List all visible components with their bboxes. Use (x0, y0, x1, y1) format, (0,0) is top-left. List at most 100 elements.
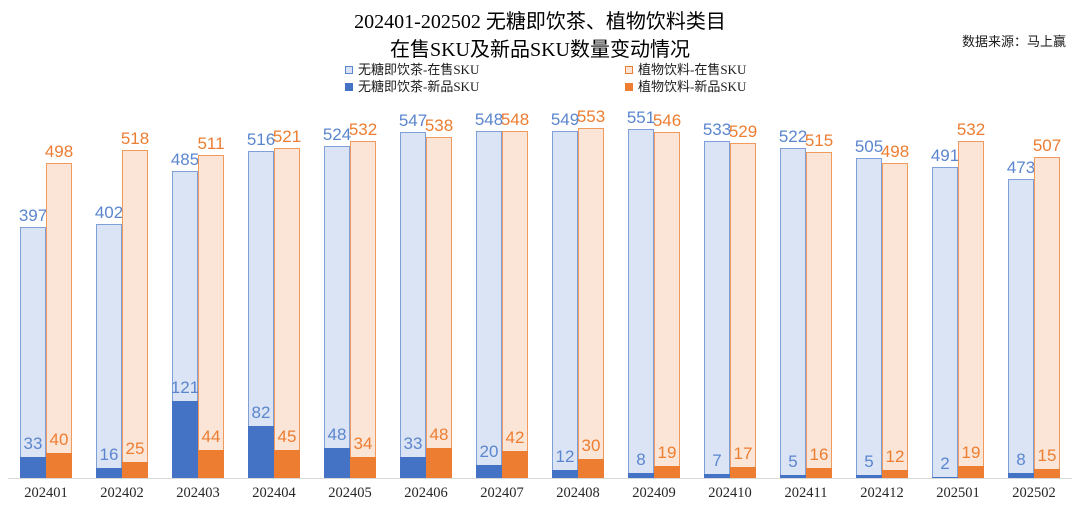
x-axis-label-202410: 202410 (708, 485, 752, 501)
new-value-label: 33 (23, 434, 43, 454)
onsale-value-label: 546 (652, 111, 682, 131)
plant-bar-202404: 521 45 (273, 127, 301, 478)
plant-bar-202502: 507 15 (1033, 136, 1061, 478)
plant-bar-202403: 511 44 (197, 134, 225, 478)
x-axis-label-202411: 202411 (784, 485, 828, 501)
new-value-label: 5 (864, 451, 874, 471)
new-value-label: 7 (712, 450, 722, 470)
onsale-value-label: 522 (778, 126, 808, 146)
plant-bar-202402: 518 25 (121, 129, 149, 478)
new-value-label: 19 (961, 443, 981, 462)
x-axis-label-202405: 202405 (328, 485, 372, 501)
new-value-label: 19 (657, 443, 677, 462)
plant-bar-202406: 538 48 (425, 116, 453, 478)
new-value-label: 20 (479, 442, 499, 462)
plant-bar-202411: 515 16 (805, 131, 833, 478)
tea-new-bar-202401 (20, 457, 46, 478)
plant-bar-202407: 548 42 (501, 110, 529, 478)
onsale-value-label: 518 (120, 129, 150, 149)
tea-bar-202401: 397 33 (19, 206, 47, 478)
onsale-value-label: 473 (1006, 157, 1036, 177)
bar-group-202501: 491 2 532 19 202501 (931, 120, 985, 501)
tea-new-bar-202409 (628, 472, 654, 478)
new-value-label: 8 (1016, 449, 1026, 469)
bar-group-202412: 505 5 498 12 202412 (854, 126, 909, 501)
tea-bar-202408: 549 12 (551, 110, 579, 478)
tea-bar-202402: 402 16 (95, 203, 123, 478)
onsale-value-label: 547 (398, 110, 428, 130)
x-axis-label-202402: 202402 (100, 485, 144, 501)
bar-group-202502: 473 8 507 15 202502 (1007, 126, 1061, 501)
x-axis-label-202502: 202502 (1012, 485, 1056, 501)
tea-new-bar-202410 (704, 473, 730, 478)
bar-group-202401: 397 33 498 40 202401 (19, 126, 73, 501)
tea-new-bar-202403 (172, 401, 198, 478)
tea-new-bar-202402 (96, 467, 122, 478)
onsale-value-label: 529 (728, 122, 758, 142)
x-axis-line (8, 478, 1072, 479)
tea-bar-202410: 533 7 (703, 120, 731, 478)
chart-title-line2: 在售SKU及新品SKU数量变动情况 (389, 39, 691, 61)
tea-bar-202407: 548 20 (475, 110, 503, 478)
plant-bar-202405: 532 34 (349, 120, 377, 478)
plant-new-bar-202501 (958, 466, 984, 478)
tea-new-bar-202502 (1008, 472, 1034, 478)
plant-bar-202412: 498 12 (881, 142, 909, 478)
plant-new-bar-202410 (730, 467, 756, 478)
tea-bar-202403: 485 121 (171, 150, 199, 478)
x-axis-label-202404: 202404 (252, 485, 296, 501)
plant-new-bar-202408 (578, 459, 604, 478)
new-value-label: 40 (49, 429, 69, 449)
new-value-label: 34 (353, 433, 373, 453)
onsale-value-label: 505 (854, 137, 884, 157)
onsale-value-label: 533 (702, 119, 732, 139)
bar-group-202403: 485 121 511 44 202403 (171, 126, 225, 502)
bar-group-202410: 533 7 529 17 202410 (703, 120, 757, 501)
plant-new-bar-202403 (198, 450, 224, 478)
tea-new-bar-202406 (400, 457, 426, 478)
tea-bar-202404: 516 82 (247, 130, 275, 478)
new-value-label: 44 (201, 427, 221, 447)
new-value-label: 16 (99, 444, 119, 464)
tea-bar-202406: 547 33 (399, 111, 427, 478)
onsale-value-label: 551 (626, 108, 656, 128)
tea-new-bar-202501 (932, 476, 958, 478)
legend-solid-square-icon (345, 82, 353, 91)
plant-new-bar-202409 (654, 466, 680, 478)
onsale-value-label: 553 (576, 107, 606, 126)
new-value-label: 8 (636, 449, 646, 469)
tea-new-bar-202412 (856, 474, 882, 478)
new-value-label: 12 (885, 447, 905, 467)
onsale-value-label: 548 (474, 110, 504, 130)
legend-item-onsale-0: 无糖即饮茶-在售SKU (345, 62, 625, 77)
onsale-value-label: 397 (18, 205, 48, 225)
new-value-label: 48 (327, 424, 347, 444)
new-value-label: 48 (429, 424, 449, 444)
x-axis-label-202407: 202407 (480, 485, 524, 501)
x-axis-label-202403: 202403 (176, 485, 220, 501)
plot-area: 397 33 498 40 202401 402 16 518 25 202402 485 121 51… (19, 107, 1061, 502)
onsale-value-label: 538 (424, 116, 454, 136)
data-source-note: 数据来源：马上赢 (961, 34, 1066, 49)
onsale-value-label: 485 (170, 150, 200, 169)
tea-new-bar-202404 (248, 426, 274, 478)
new-value-label: 25 (125, 439, 145, 459)
new-value-label: 15 (1037, 445, 1057, 465)
bar-group-202405: 524 48 532 34 202405 (323, 120, 377, 501)
bar-group-202404: 516 82 521 45 202404 (247, 126, 301, 501)
onsale-value-label: 402 (94, 202, 124, 222)
new-value-label: 2 (940, 453, 950, 473)
tea-bar-202502: 473 8 (1007, 158, 1035, 478)
x-axis-label-202501: 202501 (936, 485, 980, 501)
new-value-label: 17 (733, 444, 753, 464)
plant-new-bar-202411 (806, 467, 832, 478)
plant-bar-202501: 532 19 (957, 120, 985, 478)
plant-bar-202401: 498 40 (45, 142, 73, 478)
bar-group-202406: 547 33 538 48 202406 (399, 111, 453, 501)
bar-group-202411: 522 5 515 16 202411 (778, 126, 833, 501)
new-value-label: 45 (277, 426, 297, 446)
tea-new-bar-202408 (552, 470, 578, 478)
x-axis-label-202408: 202408 (556, 485, 600, 501)
onsale-value-label: 532 (956, 120, 986, 140)
onsale-value-label: 516 (246, 130, 276, 150)
